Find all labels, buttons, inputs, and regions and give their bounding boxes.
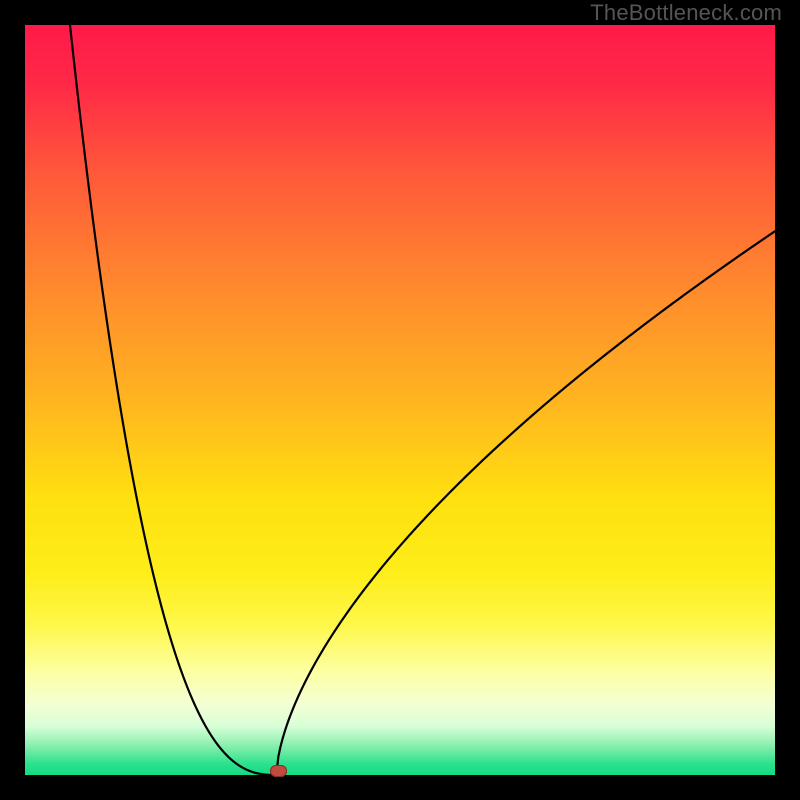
optimal-point-marker [270, 765, 287, 777]
bottleneck-curve [25, 25, 775, 775]
plot-area [25, 25, 775, 775]
chart-frame [0, 0, 800, 800]
watermark-text: TheBottleneck.com [590, 0, 782, 26]
